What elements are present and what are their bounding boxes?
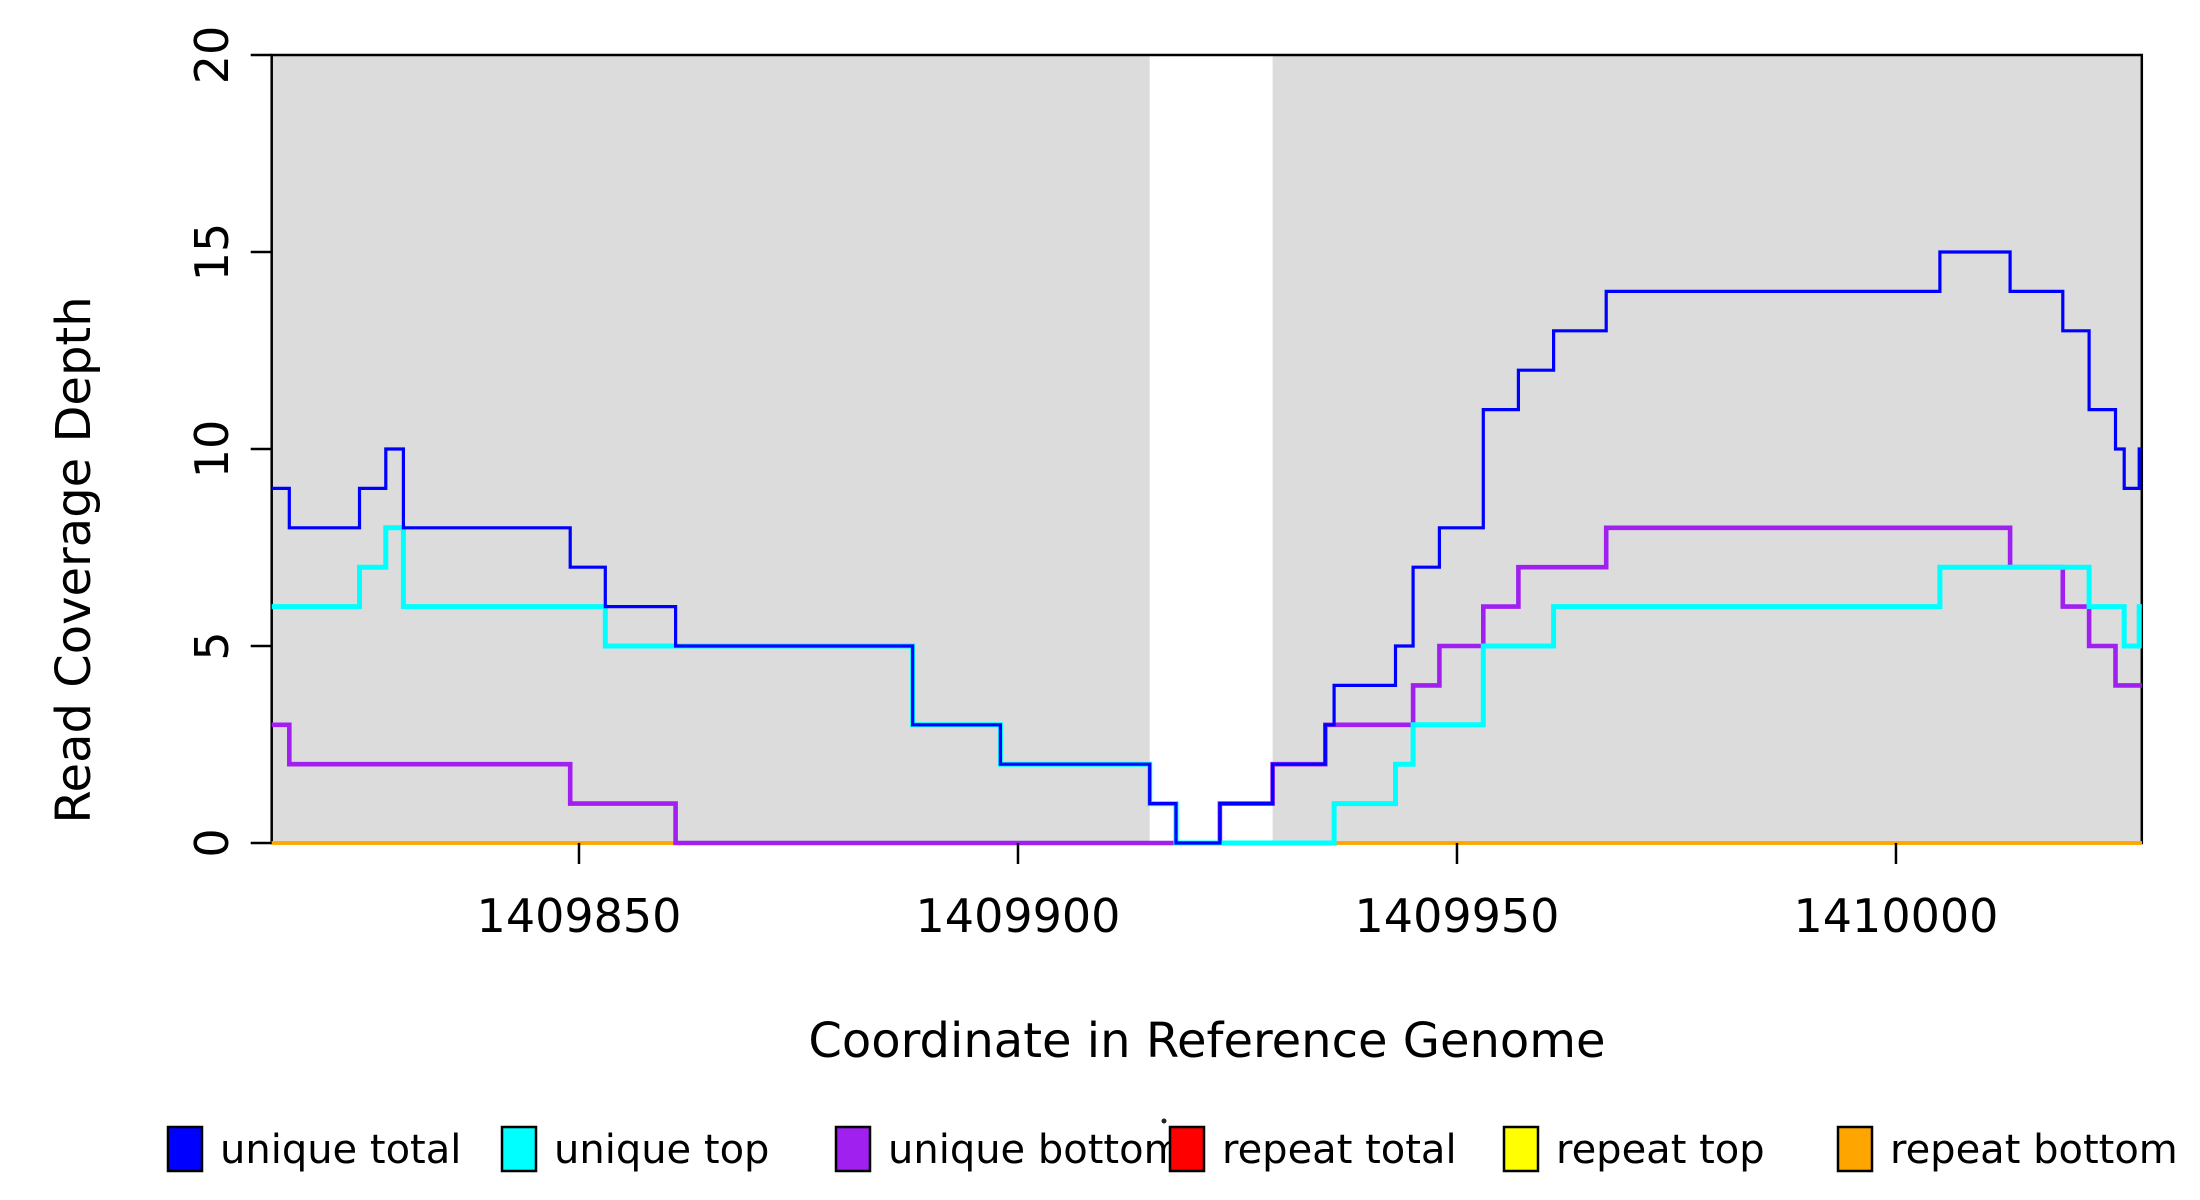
- shaded-region-2: [1272, 55, 2142, 843]
- legend-label: repeat total: [1222, 1127, 1457, 1173]
- axis-ticks-layer: 1409850 1409900 1409950 1410000 0 5 10 15 20: [185, 26, 1998, 943]
- y-tick-label: 20: [185, 26, 239, 85]
- legend-item-repeat-total: repeat total: [1168, 1125, 1457, 1173]
- legend-label: repeat bottom: [1890, 1127, 2178, 1173]
- series-line-unique-bottom: [271, 525, 2142, 846]
- legend-swatch-repeat-top: [1502, 1125, 1540, 1173]
- x-tick-label: 1409950: [1355, 889, 1560, 943]
- legend-swatch-unique-top: [500, 1125, 538, 1173]
- legend-label: unique total: [220, 1127, 461, 1173]
- legend-swatch-unique-bottom: [834, 1125, 872, 1173]
- y-tick-label: 10: [185, 420, 239, 479]
- y-tick-label: 5: [185, 631, 239, 660]
- legend-swatch-unique-total: [166, 1125, 204, 1173]
- legend-item-unique-top: unique top: [500, 1125, 769, 1173]
- legend-item-unique-total: unique total: [166, 1125, 461, 1173]
- stray-dot-mark: [1161, 1118, 1167, 1124]
- legend-swatch-repeat-bottom: [1836, 1125, 1874, 1173]
- series-line-unique-total: [271, 250, 2142, 845]
- series-lines-layer: [271, 250, 2142, 846]
- shaded-bands-layer: [271, 55, 2142, 843]
- x-axis-title: Coordinate in Reference Genome: [808, 1013, 1605, 1069]
- legend-item-repeat-top: repeat top: [1502, 1125, 1765, 1173]
- legend: unique total unique top unique bottom repea…: [166, 1118, 2178, 1173]
- x-tick-label: 1409850: [477, 889, 682, 943]
- legend-label: unique top: [554, 1127, 769, 1173]
- y-axis-title: Read Coverage Depth: [46, 296, 102, 823]
- shaded-region-1: [271, 55, 1150, 843]
- legend-item-unique-bottom: unique bottom: [834, 1125, 1183, 1173]
- legend-label: unique bottom: [888, 1127, 1183, 1173]
- legend-swatch-repeat-total: [1168, 1125, 1206, 1173]
- y-tick-label: 15: [185, 223, 239, 282]
- series-line-unique-top: [271, 525, 2142, 846]
- x-tick-label: 1409900: [916, 889, 1121, 943]
- legend-item-repeat-bottom: repeat bottom: [1836, 1125, 2178, 1173]
- legend-label: repeat top: [1556, 1127, 1765, 1173]
- x-tick-label: 1410000: [1794, 889, 1999, 943]
- y-tick-label: 0: [185, 828, 239, 857]
